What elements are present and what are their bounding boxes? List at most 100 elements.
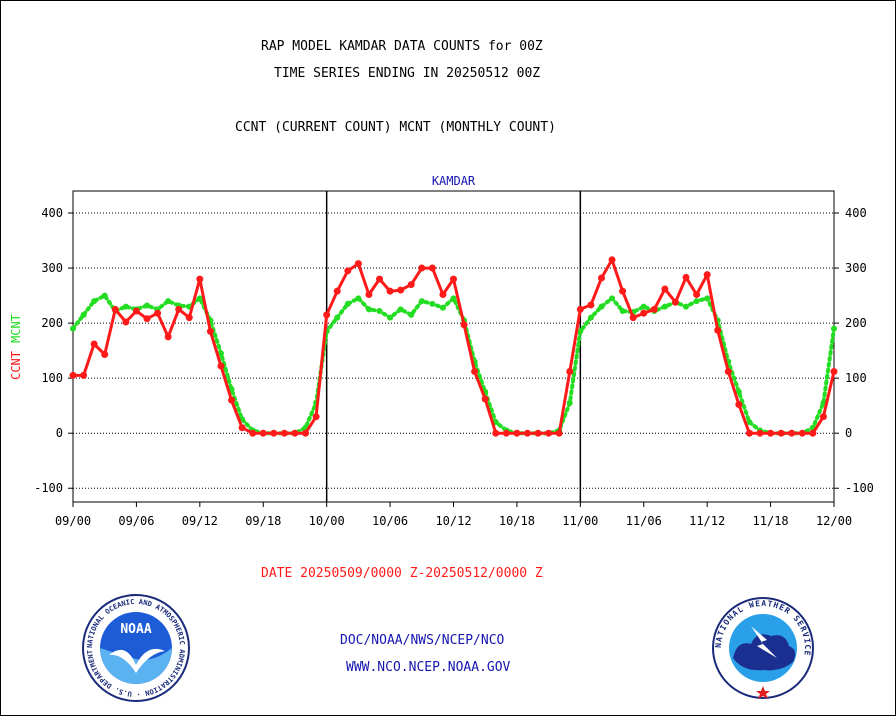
point-mcnt	[429, 300, 436, 307]
point-ccnt	[481, 395, 489, 403]
point-ccnt	[312, 413, 320, 421]
point-ccnt	[724, 368, 732, 376]
point-mcnt	[387, 314, 394, 321]
title-line-1: RAP MODEL KAMDAR DATA COUNTS for 00Z	[261, 39, 543, 54]
y-tick-label-left: -100	[34, 481, 63, 495]
y-tick-label-left: 0	[56, 426, 63, 440]
chart-title: KAMDAR	[432, 174, 476, 188]
point-mcnt	[418, 298, 425, 305]
point-ccnt	[671, 298, 679, 306]
y-tick-label-left: 200	[41, 316, 63, 330]
point-ccnt	[439, 290, 447, 298]
point-ccnt	[249, 429, 257, 437]
point-mcnt	[609, 295, 616, 302]
point-ccnt	[471, 368, 479, 376]
y-axis-label-mcnt: MCNT	[9, 314, 23, 343]
point-ccnt	[640, 309, 648, 317]
point-mcnt	[640, 303, 647, 310]
y-tick-label-right: -100	[845, 481, 874, 495]
point-ccnt	[259, 429, 267, 437]
point-mcnt	[683, 303, 690, 310]
point-ccnt	[492, 429, 500, 437]
point-mcnt	[746, 419, 753, 426]
point-mcnt	[365, 306, 372, 313]
point-ccnt	[206, 327, 214, 335]
date-range: DATE 20250509/0000 Z-20250512/0000 Z	[261, 566, 543, 581]
x-tick-label: 09/12	[182, 514, 218, 528]
y-tick-label-left: 300	[41, 261, 63, 275]
point-ccnt	[597, 274, 605, 282]
point-ccnt	[523, 429, 531, 437]
point-ccnt	[587, 301, 595, 309]
point-ccnt	[502, 429, 510, 437]
point-ccnt	[428, 264, 436, 272]
point-mcnt	[80, 311, 87, 318]
point-ccnt	[830, 368, 838, 376]
y-tick-label-right: 300	[845, 261, 867, 275]
noaa-logo: NATIONAL OCEANIC AND ATMOSPHERIC ADMINIS…	[81, 593, 190, 702]
x-tick-label: 11/18	[753, 514, 789, 528]
point-ccnt	[745, 429, 753, 437]
point-ccnt	[576, 305, 584, 313]
point-ccnt	[798, 429, 806, 437]
x-tick-label: 09/18	[245, 514, 281, 528]
x-tick-label: 10/06	[372, 514, 408, 528]
point-mcnt	[408, 311, 415, 318]
point-ccnt	[777, 429, 785, 437]
point-mcnt	[143, 302, 150, 309]
x-tick-label: 11/12	[689, 514, 725, 528]
title-line-2: TIME SERIES ENDING IN 20250512 00Z	[274, 66, 541, 81]
point-mcnt	[91, 298, 98, 305]
point-ccnt	[661, 285, 669, 293]
point-ccnt	[344, 267, 352, 275]
nws-logo: NATIONAL WEATHER SERVICE	[712, 597, 814, 699]
point-ccnt	[111, 305, 119, 313]
series-line-ccnt	[73, 258, 836, 435]
point-ccnt	[608, 256, 616, 264]
point-mcnt	[450, 295, 457, 302]
y-tick-label-left: 100	[41, 371, 63, 385]
point-ccnt	[693, 290, 701, 298]
y-tick-label-right: 0	[845, 426, 852, 440]
point-ccnt	[270, 429, 278, 437]
org-text: DOC/NOAA/NWS/NCEP/NCO	[340, 633, 505, 648]
point-ccnt	[333, 287, 341, 295]
point-ccnt	[756, 429, 764, 437]
point-ccnt	[703, 271, 711, 279]
point-ccnt	[376, 275, 384, 283]
point-ccnt	[280, 429, 288, 437]
noaa-logo-text: NOAA	[120, 622, 151, 637]
point-mcnt	[693, 298, 700, 305]
point-ccnt	[682, 273, 690, 281]
y-tick-label-right: 400	[845, 206, 867, 220]
point-ccnt	[69, 371, 77, 379]
point-ccnt	[619, 287, 627, 295]
point-ccnt	[365, 290, 373, 298]
x-tick-label: 09/00	[55, 514, 91, 528]
point-ccnt	[809, 429, 817, 437]
point-ccnt	[735, 401, 743, 409]
x-tick-label: 10/00	[309, 514, 345, 528]
point-mcnt	[196, 295, 203, 302]
x-tick-label: 10/12	[435, 514, 471, 528]
point-ccnt	[555, 429, 563, 437]
point-mcnt	[661, 303, 668, 310]
point-ccnt	[101, 350, 109, 358]
point-ccnt	[714, 326, 722, 334]
point-mcnt	[101, 292, 108, 299]
point-ccnt	[819, 413, 827, 421]
point-ccnt	[407, 281, 415, 289]
point-ccnt	[460, 321, 468, 329]
x-tick-label: 11/06	[626, 514, 662, 528]
point-ccnt	[164, 333, 172, 341]
point-ccnt	[354, 260, 362, 268]
point-ccnt	[302, 429, 310, 437]
point-mcnt	[376, 307, 383, 314]
point-mcnt	[344, 300, 351, 307]
point-ccnt	[450, 275, 457, 283]
point-mcnt	[122, 303, 129, 310]
website-link[interactable]: WWW.NCO.NCEP.NOAA.GOV	[346, 660, 511, 675]
title-line-3: CCNT (CURRENT COUNT) MCNT (MONTHLY COUNT…	[235, 120, 556, 135]
x-tick-label: 12/00	[816, 514, 852, 528]
